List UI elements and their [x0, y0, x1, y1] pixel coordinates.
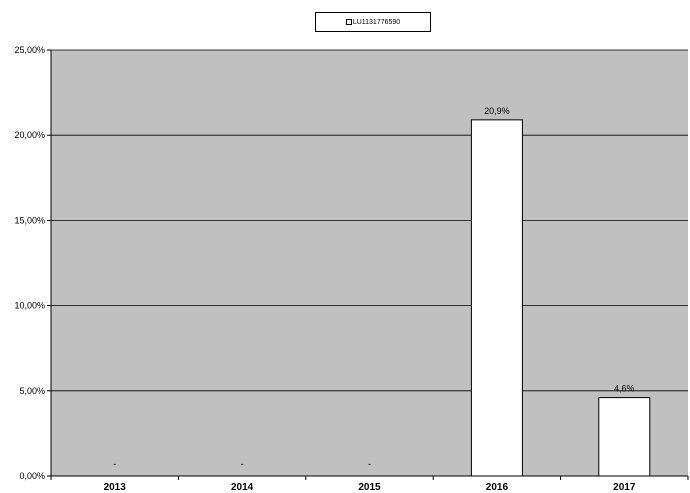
legend: LU1131776590: [315, 12, 431, 32]
data-label-2016: 20,9%: [484, 106, 510, 116]
y-tick-label: 10,00%: [14, 301, 45, 311]
x-tick-label-2014: 2014: [231, 482, 254, 493]
data-labels: - - - 20,9% 4,6%: [113, 106, 634, 469]
x-tick-label-2017: 2017: [613, 482, 636, 493]
y-tick-label: 0,00%: [19, 471, 45, 481]
bar-2016: [470, 119, 523, 477]
y-tick-labels: 0,00% 5,00% 10,00% 15,00% 20,00% 25,00%: [14, 45, 45, 481]
x-tick-label-2015: 2015: [358, 482, 381, 493]
plot-area: [51, 50, 688, 476]
axes: [47, 49, 689, 480]
x-tick-label-2016: 2016: [486, 482, 509, 493]
data-label-2014: -: [241, 459, 244, 469]
bars: [470, 119, 651, 477]
x-tick-labels: 2013 2014 2015 2016 2017: [104, 482, 636, 493]
y-tick-label: 25,00%: [14, 45, 45, 55]
data-label-2013: -: [113, 459, 116, 469]
legend-swatch: [345, 19, 352, 25]
x-tick-label-2013: 2013: [104, 482, 127, 493]
legend-label: LU1131776590: [352, 18, 401, 26]
bar-2017: [598, 397, 651, 477]
y-tick-label: 5,00%: [19, 386, 45, 396]
data-label-2017: 4,6%: [614, 384, 635, 394]
gridlines: [51, 49, 688, 392]
data-label-2015: -: [368, 459, 371, 469]
y-tick-label: 20,00%: [14, 130, 45, 140]
y-tick-label: 15,00%: [14, 215, 45, 225]
